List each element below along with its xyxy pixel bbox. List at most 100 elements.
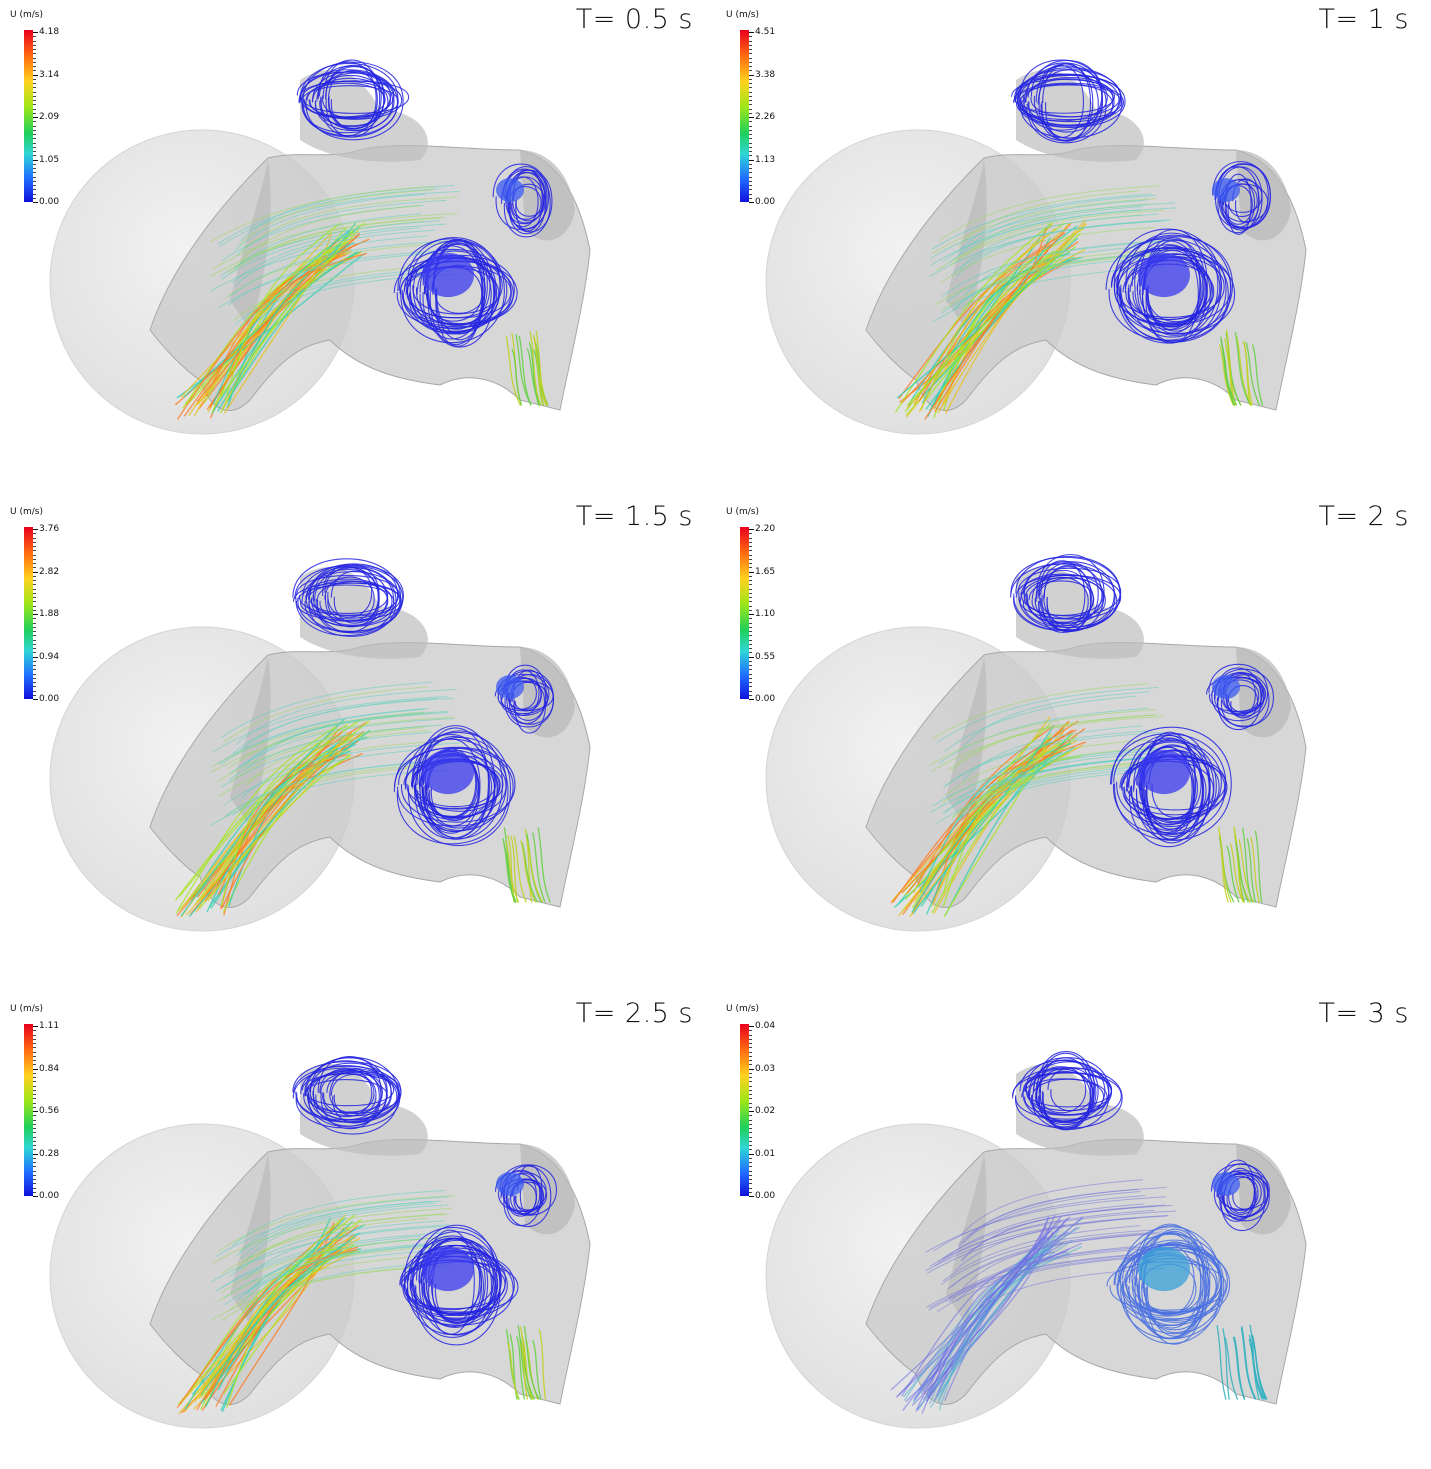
streamline (220, 731, 432, 788)
colorbar-minor-tick (33, 533, 36, 535)
streamline (1024, 78, 1115, 127)
colorbar-minor-tick (749, 1132, 752, 1134)
colorbar-minor-tick (33, 155, 36, 157)
colorbar-minor-tick (33, 1157, 36, 1159)
colorbar-minor-tick (749, 36, 752, 38)
colorbar-minor-tick (33, 1055, 36, 1057)
colorbar-minor-tick (749, 91, 752, 93)
colorbar-major-tick (749, 1111, 754, 1112)
streamline (938, 185, 1160, 242)
streamline (938, 707, 1149, 764)
streamline (946, 246, 1140, 303)
streamline (518, 335, 532, 406)
colorbar-gradient (740, 527, 749, 699)
colorbar-minor-tick (749, 1072, 752, 1074)
streamline (405, 254, 496, 334)
colorbar-minor-tick (33, 601, 36, 603)
streamline (937, 222, 1087, 414)
streamline (537, 827, 551, 903)
streamline (236, 199, 447, 256)
colorbar-minor-tick (749, 185, 752, 186)
streamline (932, 193, 1152, 250)
colorbar-minor-tick (749, 550, 752, 552)
colorbar-minor-tick (749, 639, 752, 641)
colorbar-title: U (m/s) (726, 1004, 759, 1014)
colorbar-minor-tick (749, 1106, 752, 1108)
colorbar-minor-tick (33, 146, 36, 148)
colorbar-minor-tick (33, 694, 36, 696)
colorbar-major-tick (33, 1026, 38, 1027)
streamline (240, 196, 458, 253)
colorbar-minor-tick (749, 1128, 752, 1129)
streamline (927, 1216, 1050, 1399)
time-label: T= 2.5 s (575, 998, 693, 1029)
streamline (526, 839, 543, 903)
colorbar-major-tick (749, 699, 754, 700)
colorbar-minor-tick (749, 575, 752, 577)
streamline (1010, 556, 1121, 631)
streamline (952, 761, 1162, 818)
nose-ridge (946, 657, 987, 827)
streamline (397, 746, 516, 823)
streamline (418, 1239, 497, 1320)
outlet-streamlines (505, 1325, 547, 1400)
colorbar-minor-tick (749, 665, 752, 666)
colorbar-minor-tick (33, 1162, 36, 1163)
outlet-streamlines (1219, 329, 1264, 406)
colorbar-major-tick (33, 117, 38, 118)
streamline (1250, 836, 1260, 903)
streamline (1038, 1052, 1093, 1131)
main-channel-streamlines (929, 185, 1176, 323)
streamline (1135, 1233, 1202, 1339)
streamline (1014, 84, 1122, 121)
streamline (958, 199, 1148, 256)
colorbar-major-tick (749, 32, 754, 33)
colorbar-gradient (24, 527, 33, 699)
colorbar-tick-label: 1.10 (755, 609, 776, 619)
simulation-panel-5: T= 2.5 s U (m/s) 1.11 0.84 0.56 0.28 0.00 (0, 994, 715, 1469)
colorbar-major-tick (33, 614, 38, 615)
streamline (210, 186, 435, 243)
streamline (223, 749, 422, 806)
colorbar-minor-tick (33, 1072, 36, 1074)
colorbar-major-tick (33, 1196, 38, 1197)
recirculation-streamlines (296, 59, 553, 348)
colorbar-minor-tick (749, 643, 752, 645)
recirculation-streamlines (1010, 554, 1274, 848)
streamline (317, 61, 377, 136)
vortex-core (496, 1172, 524, 1196)
streamline (221, 223, 446, 280)
streamline (1143, 1228, 1207, 1337)
streamline (215, 1200, 432, 1257)
streamline (1233, 826, 1251, 903)
streamline (960, 1179, 1144, 1236)
colorbar-minor-tick (749, 1098, 752, 1100)
colorbar-title: U (m/s) (10, 1004, 43, 1014)
nasal-airflow-render (765, 554, 1307, 932)
colorbar-minor-tick (33, 197, 36, 199)
simulation-panel-2: T= 1 s U (m/s) 4.51 3.38 2.26 1.13 0.00 (716, 0, 1431, 475)
colorbar-minor-tick (33, 1140, 36, 1142)
streamline (1143, 731, 1196, 840)
colorbar-minor-tick (33, 631, 36, 632)
colorbar-minor-tick (33, 690, 36, 692)
velocity-colorbar: U (m/s) 2.20 1.65 1.10 0.55 0.00 (724, 507, 794, 707)
colorbar-minor-tick (749, 66, 752, 67)
colorbar-tick-label: 0.00 (755, 1191, 776, 1201)
vortex-core (422, 1246, 474, 1292)
streamline (930, 715, 1164, 772)
colorbar-tick-label: 0.00 (39, 197, 60, 207)
colorbar-minor-tick (33, 1106, 36, 1108)
colorbar-minor-tick (33, 108, 36, 110)
streamline (944, 695, 1137, 752)
colorbar-minor-tick (33, 567, 36, 569)
streamline (944, 1216, 1071, 1401)
streamline (1245, 342, 1261, 406)
colorbar-minor-tick (33, 83, 36, 84)
streamline (898, 232, 1066, 399)
colorbar-minor-tick (33, 648, 36, 649)
colorbar-minor-tick (33, 643, 36, 645)
colorbar-minor-tick (749, 669, 752, 671)
streamline (936, 767, 1150, 824)
streamline (1037, 69, 1099, 139)
